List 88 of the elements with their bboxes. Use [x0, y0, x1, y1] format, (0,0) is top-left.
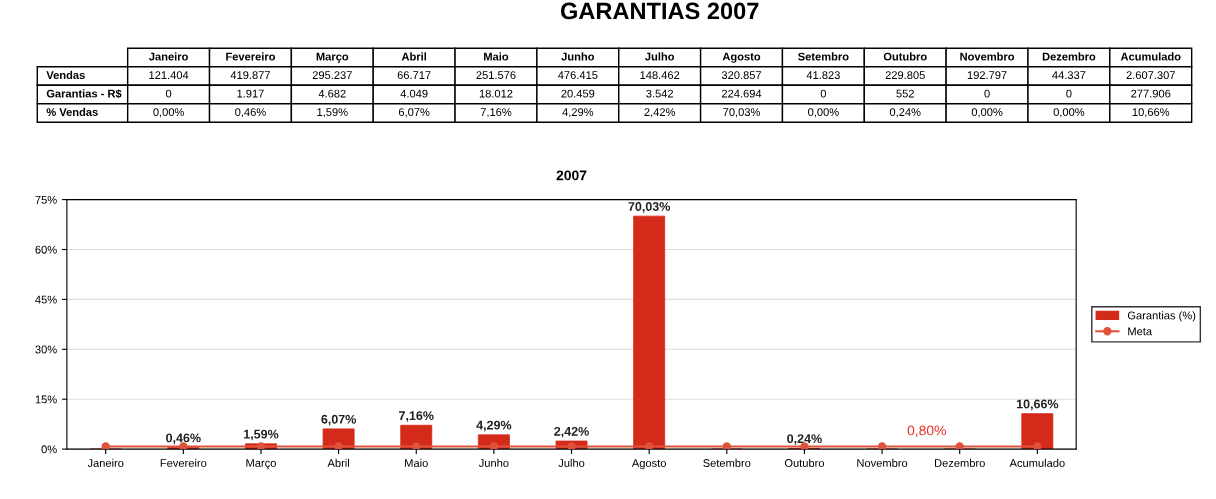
data-label: 1,59%	[244, 429, 279, 441]
y-tick-label: 45%	[35, 295, 57, 304]
category-label: Janeiro	[149, 52, 188, 61]
legend-label: Meta	[1128, 327, 1153, 336]
data-label: 20.459	[561, 89, 595, 98]
data-label: 18.012	[479, 89, 513, 98]
data-label: 4.049	[400, 89, 428, 98]
y-tick-label: 30%	[35, 345, 57, 354]
data-label: 70,03%	[723, 108, 760, 118]
x-tick-label: Dezembro	[934, 458, 985, 467]
x-tick-label: Fevereiro	[160, 458, 207, 467]
legend-label: Garantias (%)	[1127, 311, 1196, 322]
x-tick-label: Outubro	[784, 458, 825, 467]
data-label: 70,03%	[628, 202, 671, 213]
data-label: 66.717	[397, 71, 431, 80]
text: % Vendas	[46, 107, 98, 116]
category-label: Março	[316, 52, 349, 63]
x-tick-label: Acumulado	[1009, 458, 1065, 467]
data-label: 320.857	[721, 71, 762, 80]
data-label: 295.237	[312, 71, 352, 80]
data-label: 7,16%	[399, 411, 434, 422]
data-label: 0,00%	[1053, 108, 1085, 118]
data-label: 0	[165, 89, 172, 98]
data-label: 224.694	[722, 89, 762, 98]
data-label: 44.337	[1052, 71, 1086, 80]
data-label: 0,46%	[166, 433, 201, 445]
data-label: 0	[1066, 89, 1072, 98]
x-tick-label: Agosto	[631, 459, 666, 470]
data-label: 229.805	[885, 71, 925, 80]
data-label: 277.906	[1131, 89, 1171, 98]
data-label: 121.404	[149, 71, 189, 80]
text: Vendas	[46, 70, 85, 80]
data-label: 2,42%	[554, 426, 589, 438]
data-label: 0,24%	[889, 108, 921, 118]
category-label: Maio	[484, 52, 509, 61]
category-label: Abril	[401, 52, 427, 61]
chart-title: 2007	[556, 170, 587, 181]
category-label: Julho	[645, 52, 675, 61]
data-label: 2,42%	[644, 108, 676, 118]
data-label: 6,07%	[398, 108, 430, 118]
data-label: 1.917	[237, 89, 264, 98]
x-tick-label: Setembro	[703, 458, 751, 467]
data-label: 7,16%	[480, 108, 512, 118]
data-label: 0	[820, 89, 827, 98]
category-label: Acumulado	[1120, 52, 1181, 61]
data-label: 0,24%	[787, 434, 822, 445]
x-tick-label: Julho	[558, 458, 585, 467]
data-label: 41.823	[806, 71, 840, 80]
data-label: 192.797	[967, 71, 1007, 80]
text: GARANTIAS 2007	[560, 2, 759, 20]
category-label: Fevereiro	[226, 52, 276, 61]
data-label: 4.682	[318, 89, 346, 98]
data-label: 552	[896, 89, 914, 98]
category-label: Agosto	[722, 52, 761, 63]
category-label: Setembro	[798, 52, 849, 61]
data-label: 10,66%	[1016, 399, 1059, 411]
data-label: 0	[984, 89, 990, 98]
data-label: 4,29%	[562, 108, 594, 118]
data-label: 476.415	[558, 71, 598, 80]
data-label: 148.462	[640, 71, 680, 80]
data-label: 2.607.307	[1126, 71, 1175, 80]
series-label: Garantias - R$	[46, 89, 122, 99]
data-label: 10,66%	[1132, 108, 1170, 118]
data-label: 1,59%	[317, 108, 348, 118]
y-tick-label: 60%	[35, 245, 57, 254]
annotation: 0,80%	[907, 425, 946, 437]
data-label: 0,00%	[971, 108, 1003, 118]
y-tick-label: 0%	[41, 445, 57, 454]
data-label: 6,07%	[321, 414, 356, 426]
category-label: Junho	[561, 52, 595, 61]
data-label: 0,00%	[153, 108, 184, 118]
data-label: 4,29%	[476, 420, 512, 432]
data-label: 419.877	[230, 71, 270, 80]
data-label: 251.576	[476, 71, 516, 80]
x-tick-label: Junho	[478, 458, 509, 467]
x-tick-label: Janeiro	[87, 458, 124, 467]
data-label: 3.542	[646, 89, 674, 98]
x-tick-label: Março	[246, 459, 276, 470]
category-label: Novembro	[960, 52, 1015, 61]
x-tick-label: Maio	[405, 458, 428, 467]
y-tick-label: 75%	[35, 195, 57, 204]
category-label: Outubro	[883, 52, 927, 61]
data-label: 0,00%	[808, 108, 839, 118]
y-tick-label: 15%	[35, 395, 57, 404]
category-label: Dezembro	[1042, 52, 1096, 61]
x-tick-label: Abril	[327, 458, 349, 467]
x-tick-label: Novembro	[857, 458, 908, 467]
data-label: 0,46%	[235, 108, 266, 118]
